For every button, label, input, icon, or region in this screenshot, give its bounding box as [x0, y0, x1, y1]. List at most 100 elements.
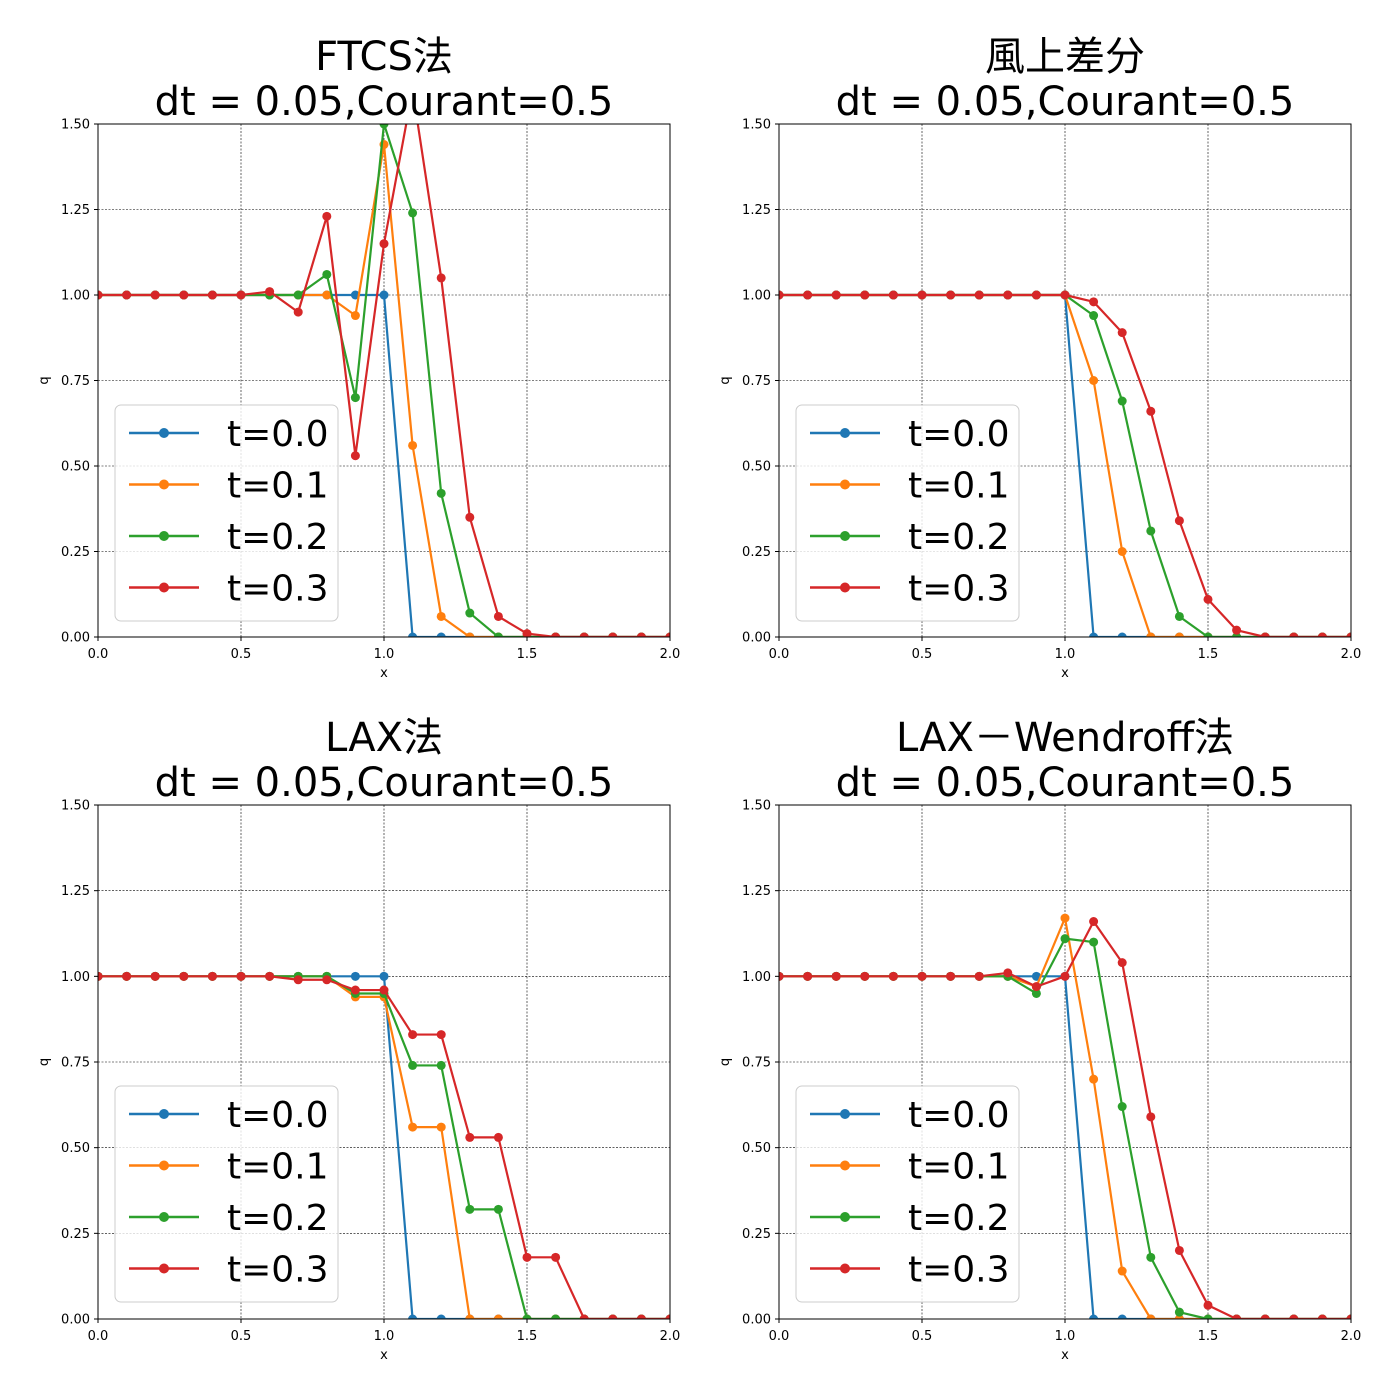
- legend-label: t=0.2: [227, 517, 329, 558]
- data-point-t=0.3: [665, 632, 670, 637]
- x-tick-label: 1.0: [1055, 1329, 1076, 1344]
- chart-title: 風上差分: [985, 34, 1145, 80]
- plot-area: [98, 124, 670, 637]
- data-point-t=0.2: [1146, 1252, 1156, 1262]
- data-point-t=0.3: [1289, 632, 1299, 637]
- chart-title: FTCS法: [315, 34, 453, 80]
- chart-title: LAX法: [325, 715, 443, 761]
- legend-label: t=0.3: [227, 569, 329, 610]
- data-point-t=0.3: [350, 451, 360, 461]
- y-tick-label: 1.50: [742, 118, 771, 133]
- y-tick-label: 1.25: [61, 884, 90, 899]
- data-point-t=0.3: [379, 985, 389, 995]
- data-point-t=0.2: [1174, 611, 1184, 621]
- data-point-t=0.3: [1346, 632, 1351, 637]
- data-point-t=0.3: [551, 1252, 561, 1262]
- data-point-t=0.3: [860, 290, 870, 300]
- data-point-t=0.3: [436, 273, 446, 283]
- data-point-t=0.1: [1146, 1314, 1156, 1319]
- legend-box: [795, 1085, 1020, 1303]
- data-point-t=0.3: [436, 1030, 446, 1040]
- legend-marker-t=0.0: [159, 428, 169, 438]
- x-tick-label: 1.5: [1198, 1329, 1219, 1344]
- data-point-t=0.3: [122, 971, 132, 981]
- data-point-t=0.1: [1117, 547, 1127, 556]
- data-point-t=0.0: [1089, 632, 1099, 637]
- data-point-t=0.1: [408, 440, 418, 450]
- data-point-t=0.3: [1031, 290, 1041, 300]
- data-point-t=0.3: [579, 632, 589, 637]
- data-point-t=0.0: [379, 971, 389, 981]
- data-point-t=0.3: [1146, 1112, 1156, 1122]
- y-tick-label: 0.00: [61, 1313, 90, 1328]
- x-tick-label: 0.5: [912, 647, 933, 662]
- legend-marker-t=0.3: [840, 582, 850, 593]
- x-tick-label: 0.0: [88, 647, 109, 662]
- data-point-t=0.2: [1117, 1102, 1127, 1112]
- data-point-t=0.2: [379, 124, 389, 129]
- y-tick-label: 0.25: [61, 545, 90, 560]
- y-tick-label: 1.50: [742, 799, 771, 814]
- data-point-t=0.3: [1203, 1300, 1213, 1310]
- x-tick-label: 0.0: [88, 1329, 109, 1344]
- legend-marker-t=0.1: [840, 1160, 850, 1171]
- legend: t=0.0 t=0.1 t=0.2 t=0.3: [795, 404, 1020, 622]
- data-point-t=0.2: [1060, 934, 1070, 944]
- legend-box: [114, 404, 339, 622]
- data-point-t=0.2: [436, 1060, 446, 1070]
- data-point-t=0.3: [379, 239, 389, 249]
- x-tick-label: 2.0: [1341, 647, 1362, 662]
- data-point-t=0.1: [408, 1122, 418, 1132]
- data-point-t=0.1: [465, 1314, 475, 1319]
- data-point-t=0.3: [608, 632, 618, 637]
- y-tick-label: 0.25: [742, 545, 771, 560]
- legend-marker-t=0.2: [840, 531, 850, 541]
- data-point-t=0.3: [1317, 632, 1327, 637]
- data-point-t=0.0: [408, 1314, 418, 1319]
- data-point-t=0.3: [207, 290, 217, 300]
- data-point-t=0.3: [322, 211, 332, 221]
- data-point-t=0.1: [1117, 1266, 1127, 1276]
- data-point-t=0.3: [779, 971, 784, 981]
- legend-label: t=0.1: [908, 1147, 1010, 1188]
- y-tick-label: 0.25: [61, 1227, 90, 1242]
- data-point-t=0.3: [465, 1132, 475, 1142]
- data-point-t=0.2: [322, 269, 332, 279]
- data-point-t=0.3: [1260, 1314, 1270, 1319]
- y-tick-label: 0.00: [61, 631, 90, 646]
- data-point-t=0.3: [1260, 632, 1270, 637]
- legend-label: t=0.2: [908, 517, 1010, 558]
- data-point-t=0.3: [665, 1314, 670, 1319]
- legend-label: t=0.0: [227, 414, 329, 455]
- y-tick-label: 0.50: [742, 460, 771, 475]
- chart-subtitle: dt = 0.05,Courant=0.5: [155, 79, 614, 125]
- plot-area: [98, 971, 670, 1319]
- x-tick-label: 2.0: [660, 1329, 681, 1344]
- y-tick-label: 0.50: [742, 1141, 771, 1156]
- legend-label: t=0.3: [908, 569, 1010, 610]
- data-point-t=0.3: [150, 971, 160, 981]
- data-point-t=0.3: [1174, 516, 1184, 526]
- x-tick-label: 1.0: [374, 647, 395, 662]
- x-tick-label: 2.0: [660, 647, 681, 662]
- legend-box: [795, 404, 1020, 622]
- x-tick-label: 0.5: [912, 1329, 933, 1344]
- data-point-t=0.3: [1060, 971, 1070, 981]
- data-point-t=0.3: [1289, 1314, 1299, 1319]
- data-point-t=0.3: [1232, 1314, 1242, 1319]
- x-tick-label: 0.5: [231, 647, 252, 662]
- data-point-t=0.2: [1174, 1307, 1184, 1317]
- x-axis-label: x: [1061, 666, 1069, 681]
- data-point-t=0.3: [522, 629, 532, 637]
- data-point-t=0.2: [1203, 1314, 1213, 1319]
- data-point-t=0.3: [98, 971, 103, 981]
- x-tick-label: 1.0: [1055, 647, 1076, 662]
- legend-marker-t=0.2: [159, 1212, 169, 1222]
- y-axis-label: q: [718, 376, 733, 384]
- x-tick-label: 2.0: [1341, 1329, 1362, 1344]
- data-point-t=0.3: [888, 290, 898, 300]
- plot-area: [779, 290, 1351, 637]
